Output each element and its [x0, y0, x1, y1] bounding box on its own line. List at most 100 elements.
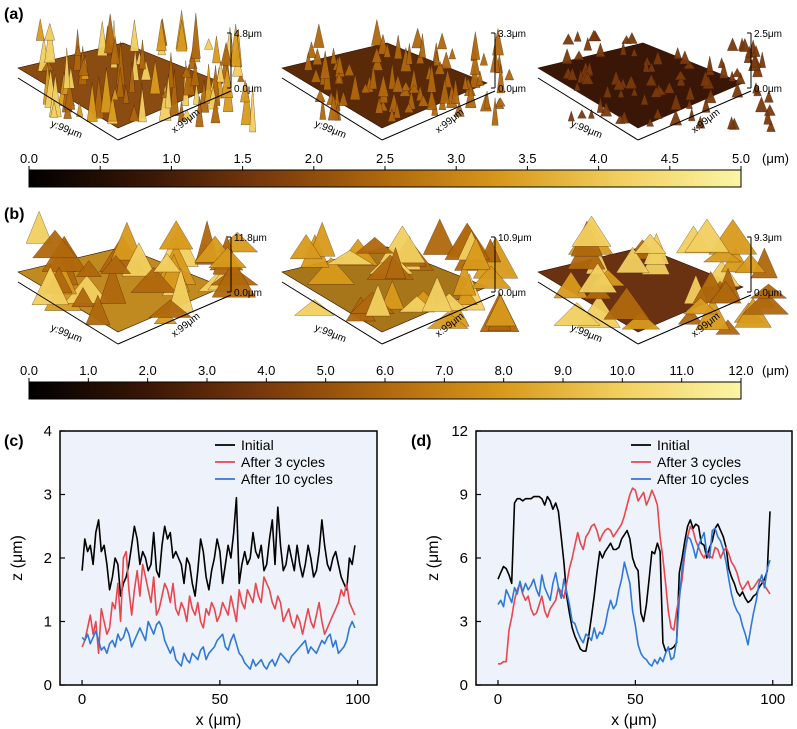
- colorbar-tick-label-b: 2.0: [139, 363, 157, 378]
- surface-peak: [216, 61, 225, 83]
- plot-area-d: [476, 431, 792, 685]
- colorbar-a: 0.0 0.5 1.0 1.5 2.0 2.5 3.0 3.5 4.0 4.5 5.0 (μm): [20, 151, 789, 188]
- surface-peak: [483, 90, 491, 110]
- surface-peak: [149, 59, 161, 95]
- legend-label-cycles3: After 3 cycles: [241, 454, 325, 470]
- surface-peak: [676, 74, 686, 87]
- surface-peak: [77, 58, 89, 76]
- colorbar-unit-b: (μm): [762, 363, 789, 378]
- surface-peak: [426, 88, 437, 111]
- legend-label-cycles3: After 3 cycles: [657, 454, 741, 470]
- surface-peak: [25, 210, 53, 244]
- surface-peak: [164, 74, 172, 109]
- surface-zmin-label: 0.0μm: [754, 288, 782, 299]
- y-tick-label: 2: [44, 550, 52, 567]
- colorbar-tick-label-a: 4.0: [590, 151, 608, 166]
- colorbar-tick-label-a: 4.5: [661, 151, 679, 166]
- surface-x-axis: [381, 294, 496, 345]
- surface-peak: [640, 93, 649, 106]
- surface-peak: [417, 94, 429, 107]
- legend-label-cycles10: After 10 cycles: [657, 471, 749, 487]
- surface-peak: [709, 281, 742, 304]
- surface-peak: [191, 12, 201, 59]
- surface-peak: [44, 24, 56, 63]
- y-tick-label: 4: [44, 423, 52, 440]
- surface-x-axis: [117, 90, 232, 141]
- surface-peak: [320, 51, 331, 79]
- series-line-cycles3: [498, 487, 771, 665]
- surface-peak: [50, 100, 58, 118]
- surface-peak: [240, 83, 253, 125]
- surface-peak: [393, 34, 403, 60]
- surface-peak: [670, 93, 682, 110]
- surface-x-axis: [117, 294, 232, 345]
- panel-label-b: (b): [4, 206, 24, 223]
- surface-peak: [181, 65, 192, 78]
- colorbar-tick-label-b: 3.0: [198, 363, 216, 378]
- surface-peak: [625, 75, 638, 89]
- surface-peak: [634, 233, 667, 254]
- surface-peak: [567, 110, 575, 122]
- surface-peak: [437, 32, 447, 50]
- surface-zmin-label: 0.0μm: [498, 84, 526, 95]
- surface-peak: [210, 98, 221, 124]
- surface-peak: [764, 90, 774, 103]
- surface-peak: [411, 27, 424, 49]
- surface-peak: [129, 19, 139, 52]
- surface-peak: [764, 104, 776, 116]
- surface-peak: [335, 71, 343, 84]
- series-line-cycles10: [497, 527, 771, 667]
- surface-peak: [700, 70, 711, 87]
- surface-peak: [439, 78, 450, 104]
- colorbar-tick-label-a: 3.0: [447, 151, 465, 166]
- surface-peak: [392, 74, 404, 93]
- surface-peak: [674, 70, 687, 80]
- surface-peak: [613, 78, 625, 91]
- surface-peak: [663, 81, 675, 94]
- surface-x-axis: [381, 90, 496, 141]
- y-tick-label: 12: [451, 423, 468, 440]
- series-line-cycles3: [81, 550, 356, 655]
- surface-peak: [71, 287, 95, 307]
- surface-peak: [440, 51, 452, 69]
- y-tick-label: 1: [44, 614, 52, 631]
- surface-zmin-label: 0.0μm: [234, 288, 262, 299]
- surface-peak: [377, 34, 389, 55]
- surface-zmax-label: 9.3μm: [754, 233, 782, 244]
- colorbar-b: 0.0 1.0 2.0 3.0 4.0 5.0 6.0 7.0 8.0 9.0 10.0 11.0 12…: [20, 363, 789, 400]
- surface-peak: [249, 85, 256, 133]
- surface-peak: [208, 247, 247, 268]
- x-tick-label: 100: [345, 691, 370, 708]
- surface-peak: [703, 247, 742, 263]
- surface-peak: [705, 88, 717, 104]
- surface-y-axis: [537, 77, 639, 141]
- surface-peak: [688, 108, 696, 122]
- surface-peak: [491, 97, 499, 126]
- x-tick-label: 50: [627, 691, 644, 708]
- surface-peak: [476, 70, 484, 86]
- colorbar-tick-label-b: 5.0: [317, 363, 335, 378]
- surface-peak: [752, 82, 760, 94]
- surface-peak: [313, 23, 325, 48]
- surface-peak: [32, 229, 78, 258]
- colorbar-tick-label-b: 12.0: [728, 363, 753, 378]
- surface-peak: [131, 48, 140, 81]
- y-tick-label: 0: [460, 677, 468, 694]
- surface-peak: [621, 312, 661, 330]
- surface-peak: [116, 67, 125, 98]
- surface-peak: [448, 47, 456, 60]
- surface-peak: [99, 264, 126, 304]
- surface-peak: [706, 56, 714, 72]
- surface-peak: [152, 253, 182, 273]
- surface-peak: [130, 267, 177, 293]
- colorbar-tick-label-b: 1.0: [79, 363, 97, 378]
- surface-peak: [111, 87, 119, 100]
- y-tick-label: 3: [44, 487, 52, 504]
- legend-label-initial: Initial: [657, 437, 690, 453]
- series-line-initial: [497, 495, 771, 652]
- surface-peak: [400, 81, 411, 91]
- surface-peak: [338, 90, 349, 106]
- surface-peak: [603, 85, 612, 98]
- surface-peak: [645, 74, 657, 86]
